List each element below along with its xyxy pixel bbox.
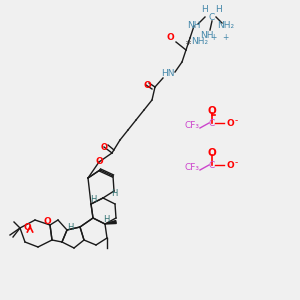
Text: NH₂: NH₂ <box>218 22 235 31</box>
Text: NH₂: NH₂ <box>191 38 208 46</box>
Text: H: H <box>67 224 73 232</box>
Text: O: O <box>95 158 103 166</box>
Text: C: C <box>209 13 215 22</box>
Text: O: O <box>208 148 216 158</box>
Text: C: C <box>209 160 215 169</box>
Text: O: O <box>166 34 174 43</box>
Text: H: H <box>90 196 96 205</box>
Text: +: + <box>222 32 228 41</box>
Text: C: C <box>209 118 215 127</box>
Text: O: O <box>43 217 51 226</box>
Text: H: H <box>214 5 221 14</box>
Text: +: + <box>210 32 216 41</box>
Text: H: H <box>103 215 109 224</box>
Text: NH: NH <box>187 20 201 29</box>
Text: H: H <box>201 5 207 14</box>
Text: -: - <box>234 116 238 125</box>
Text: CF₃: CF₃ <box>184 122 200 130</box>
Text: O: O <box>23 224 31 232</box>
Text: HN: HN <box>161 68 175 77</box>
Text: O: O <box>226 118 234 127</box>
Text: *: * <box>185 40 190 50</box>
Text: CF₃: CF₃ <box>184 164 200 172</box>
Text: O: O <box>226 160 234 169</box>
Text: NH: NH <box>200 31 214 40</box>
Text: O: O <box>100 142 107 152</box>
Text: O: O <box>143 80 151 89</box>
Text: H: H <box>111 188 117 197</box>
Polygon shape <box>105 220 116 224</box>
Text: -: - <box>234 158 238 167</box>
Text: O: O <box>208 106 216 116</box>
